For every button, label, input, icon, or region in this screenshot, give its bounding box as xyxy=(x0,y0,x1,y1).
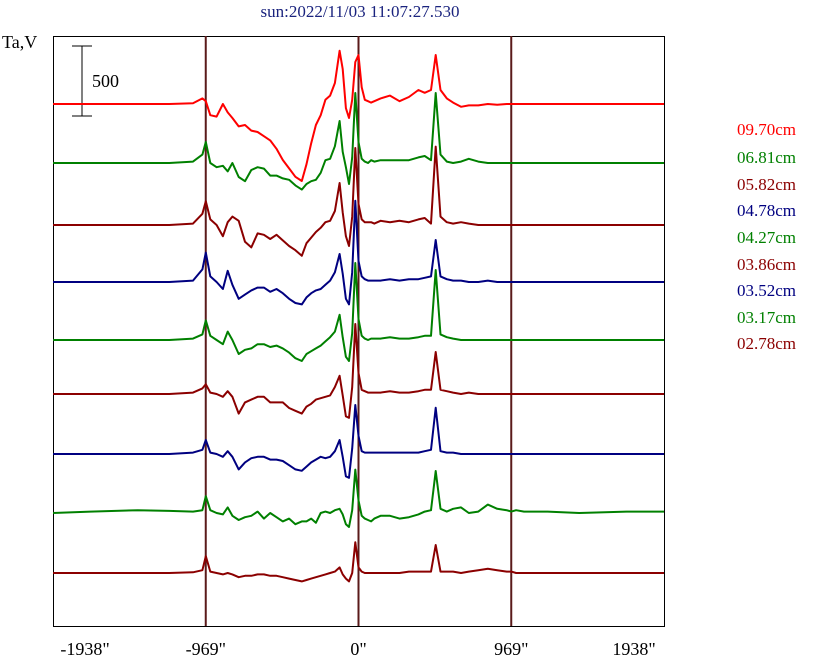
series-line-3 xyxy=(53,199,664,306)
x-tick-label: 1938" xyxy=(612,639,655,659)
x-tick-labels: -1938" -969" 0" 969" 1938" xyxy=(60,639,655,659)
legend-label: 04.78cm xyxy=(737,201,796,220)
x-tick-label: 969" xyxy=(494,639,528,659)
legend-label: 09.70cm xyxy=(737,120,796,139)
legend-label: 03.17cm xyxy=(737,308,796,327)
x-tick-label: -1938" xyxy=(60,639,109,659)
y-axis-label: Ta,V xyxy=(2,32,37,52)
scale-bar: 500 xyxy=(72,45,119,117)
legend-label: 03.86cm xyxy=(737,255,796,274)
series-line-7 xyxy=(52,468,664,528)
legend-label: 03.52cm xyxy=(737,281,796,300)
legend: 09.70cm 06.81cm 05.82cm 04.78cm 04.27cm 03.86… xyxy=(737,120,796,353)
reference-lines xyxy=(204,36,513,626)
series-line-6 xyxy=(53,404,664,479)
legend-label: 06.81cm xyxy=(737,148,796,167)
series-line-1 xyxy=(53,92,664,191)
x-tick-label: -969" xyxy=(186,639,226,659)
scale-bar-label: 500 xyxy=(92,71,119,91)
series-line-0 xyxy=(53,49,664,182)
legend-label: 04.27cm xyxy=(737,228,796,247)
x-tick-label: 0" xyxy=(350,639,366,659)
series-line-2 xyxy=(53,145,664,257)
chart-title: sun:2022/11/03 11:07:27.530 xyxy=(261,2,460,21)
series-line-4 xyxy=(53,262,664,362)
series-line-5 xyxy=(53,323,664,419)
legend-label: 05.82cm xyxy=(737,175,796,194)
series-line-8 xyxy=(53,541,664,583)
series-group xyxy=(52,49,664,583)
legend-label: 02.78cm xyxy=(737,334,796,353)
